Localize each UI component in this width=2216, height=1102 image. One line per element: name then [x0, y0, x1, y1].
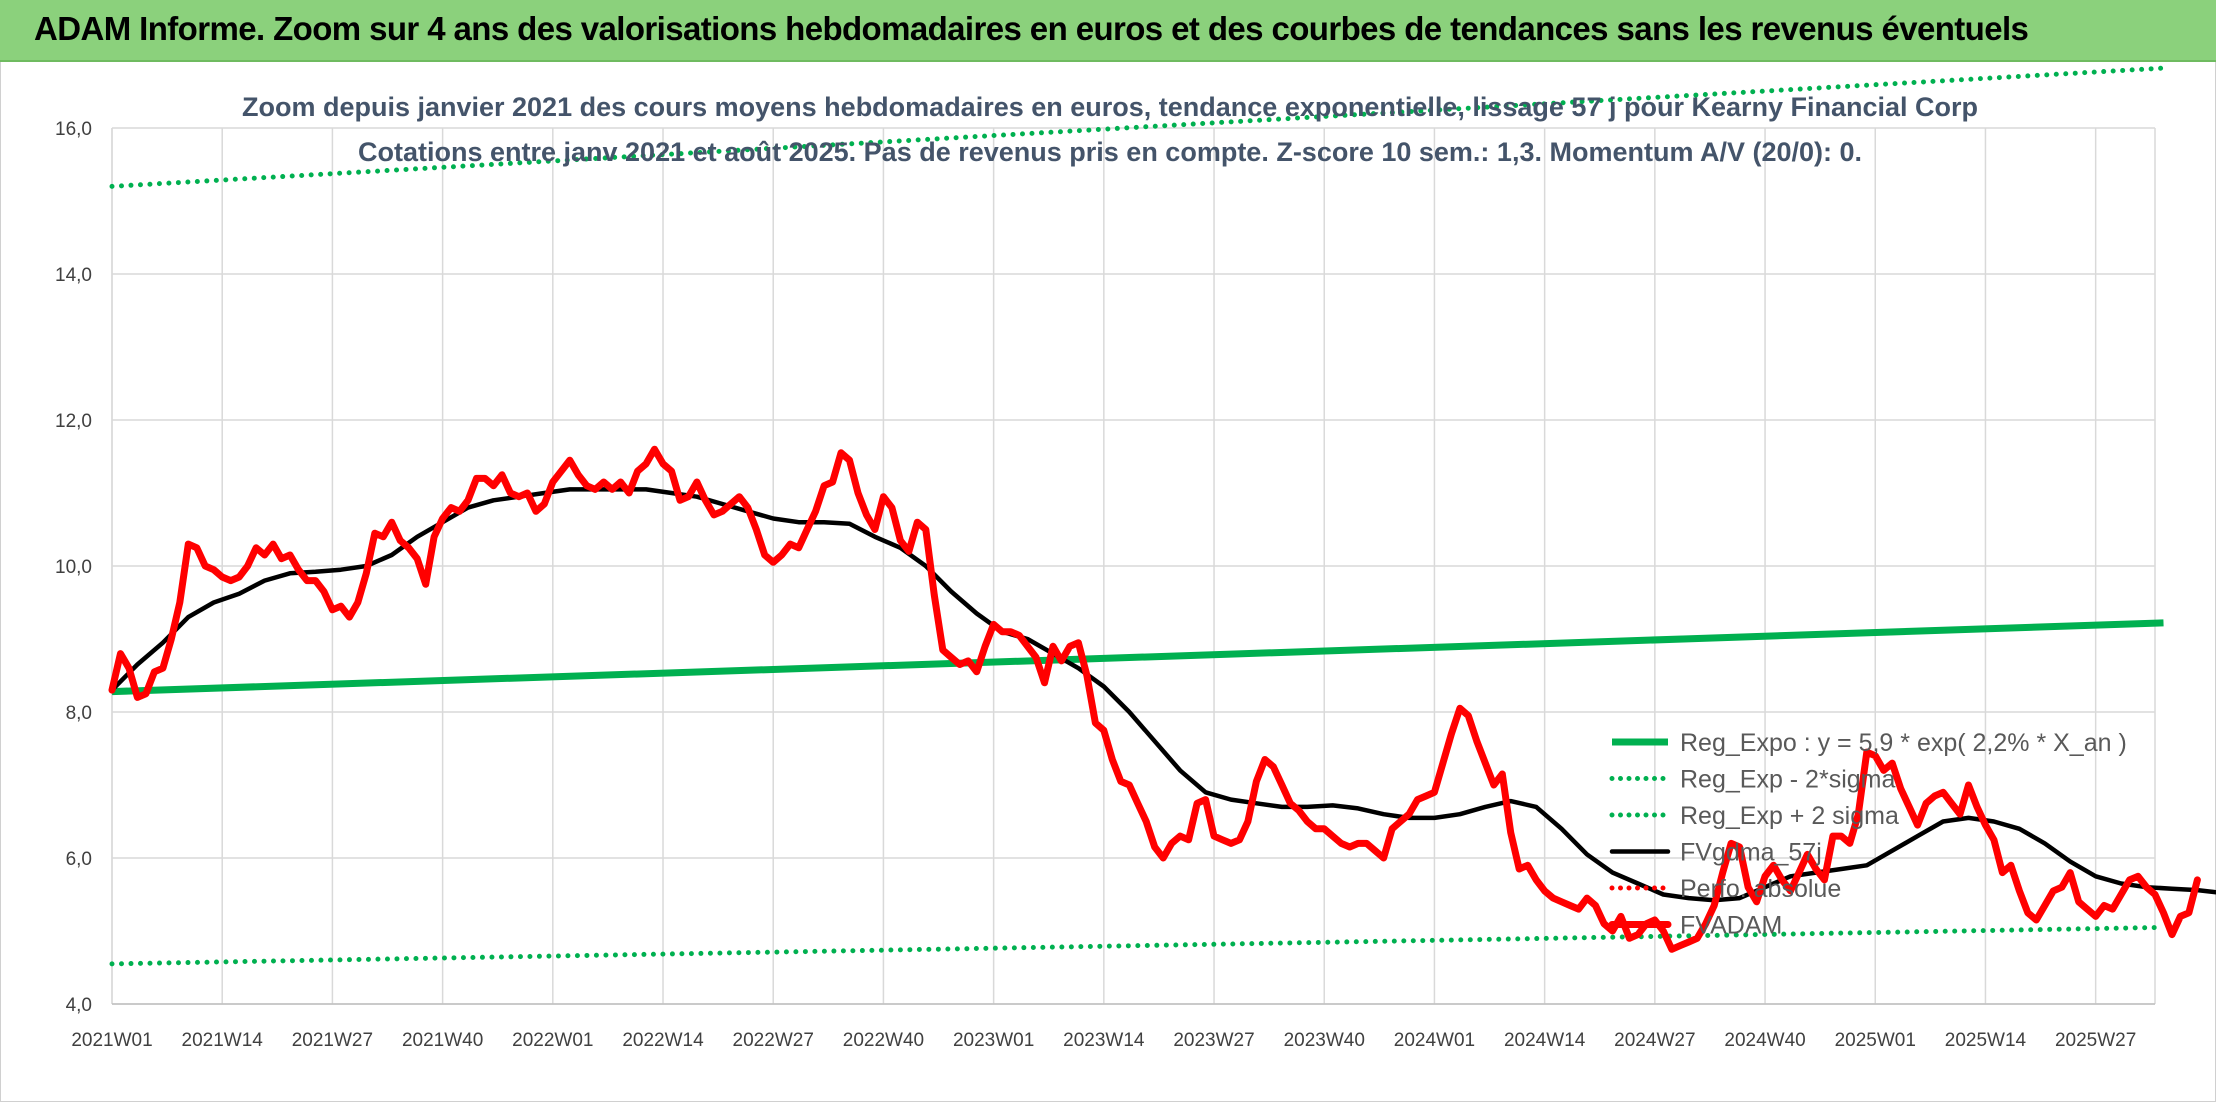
- legend-label-fvadam: FVADAM: [1680, 912, 1782, 940]
- series-line-fvgdma-57j: [109, 487, 2216, 903]
- x-tick-label: 2024W40: [1724, 1030, 1805, 1051]
- banner: ADAM Informe. Zoom sur 4 ans des valoris…: [0, 0, 2216, 62]
- x-tick-label: 2021W14: [182, 1030, 264, 1051]
- y-tick-label: 4,0: [66, 995, 92, 1016]
- x-tick-label: 2023W40: [1284, 1030, 1365, 1051]
- legend-label-fvgdma-57j: FVgdma_57j: [1680, 839, 1822, 867]
- x-tick-label: 2025W27: [2055, 1030, 2136, 1051]
- y-tick-label: 10,0: [55, 557, 92, 578]
- y-tick-label: 12,0: [55, 411, 92, 432]
- x-tick-label: 2022W01: [512, 1030, 593, 1051]
- series-line-fvadam: [108, 445, 2201, 953]
- grid: [111, 127, 2156, 1005]
- series-line-reg-exp-2-sigma: [109, 65, 2166, 189]
- chart-title: Zoom depuis janvier 2021 des cours moyen…: [242, 92, 1978, 122]
- y-tick-label: 6,0: [66, 849, 92, 870]
- x-tick-label: 2022W40: [843, 1030, 924, 1051]
- x-tick-label: 2024W01: [1394, 1030, 1475, 1051]
- x-tick-label: 2022W27: [733, 1030, 814, 1051]
- axes: 4,0 6,0 8,0 10,0 12,0 14,0 16,0 2021W01 2021W14 2…: [55, 119, 2136, 1051]
- legend-label-reg-exp-2-sigma: Reg_Exp + 2 sigma: [1680, 802, 1899, 830]
- chart-subtitle: Cotations entre janv 2021 et août 2025. …: [358, 137, 1862, 167]
- x-tick-label: 2023W01: [953, 1030, 1034, 1051]
- y-tick-label: 14,0: [55, 265, 92, 286]
- legend-label-perfo-absolue: Perfo. absolue: [1680, 875, 1841, 903]
- y-tick-label: 8,0: [66, 703, 92, 724]
- x-tick-label: 2021W01: [71, 1030, 152, 1051]
- x-tick-label: 2024W27: [1614, 1030, 1695, 1051]
- x-tick-label: 2021W27: [292, 1030, 373, 1051]
- x-tick-label: 2023W27: [1173, 1030, 1254, 1051]
- legend-label-reg-expo-y-5-9-exp-2-2-x-an: Reg_Expo : y = 5,9 * exp( 2,2% * X_an ): [1680, 729, 2127, 757]
- y-tick-label: 16,0: [55, 119, 92, 140]
- x-tick-label: 2021W40: [402, 1030, 483, 1051]
- x-tick-label: 2023W14: [1063, 1030, 1145, 1051]
- banner-title: ADAM Informe. Zoom sur 4 ans des valoris…: [34, 10, 2029, 47]
- x-tick-label: 2022W14: [622, 1030, 704, 1051]
- series-group: [108, 65, 2216, 967]
- legend-label-reg-exp-2-sigma: Reg_Exp - 2*sigma: [1680, 766, 1895, 794]
- x-tick-label: 2025W14: [1945, 1030, 2027, 1051]
- series-line-reg-expo-y-5-9-exp-2-2-x-an: [111, 619, 2164, 696]
- legend: Reg_Expo : y = 5,9 * exp( 2,2% * X_an ) R…: [1608, 729, 2127, 940]
- x-tick-label: 2025W01: [1835, 1030, 1916, 1051]
- series-line-reg-exp-2-sigma: [109, 924, 2166, 967]
- x-tick-label: 2024W14: [1504, 1030, 1586, 1051]
